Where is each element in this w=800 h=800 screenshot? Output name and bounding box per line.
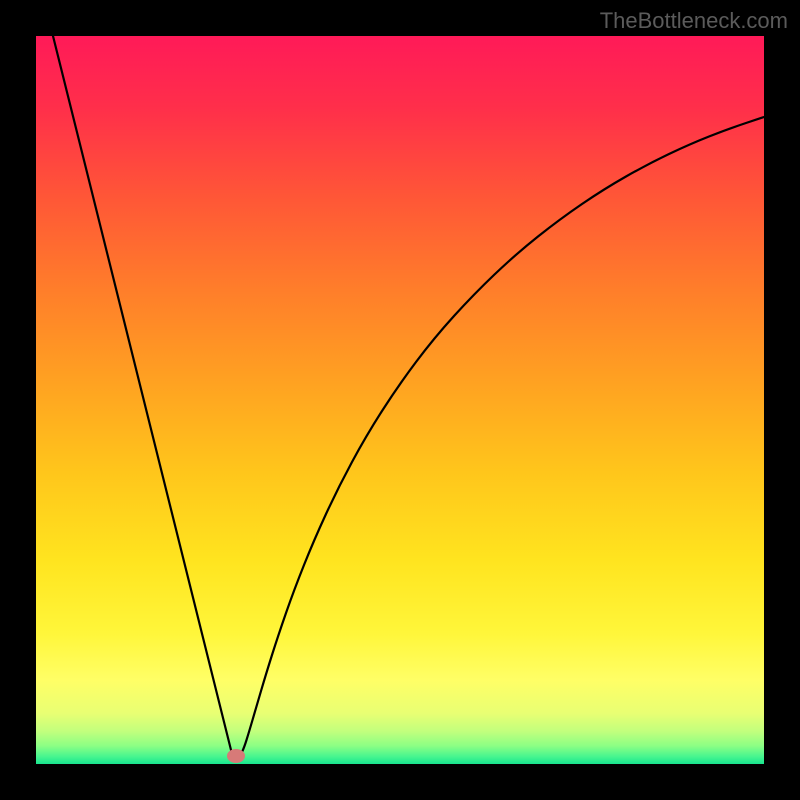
curve-layer <box>0 0 800 800</box>
chart-container: TheBottleneck.com <box>0 0 800 800</box>
min-marker <box>227 749 245 763</box>
v-curve-path <box>53 36 764 759</box>
watermark-text: TheBottleneck.com <box>600 8 788 34</box>
